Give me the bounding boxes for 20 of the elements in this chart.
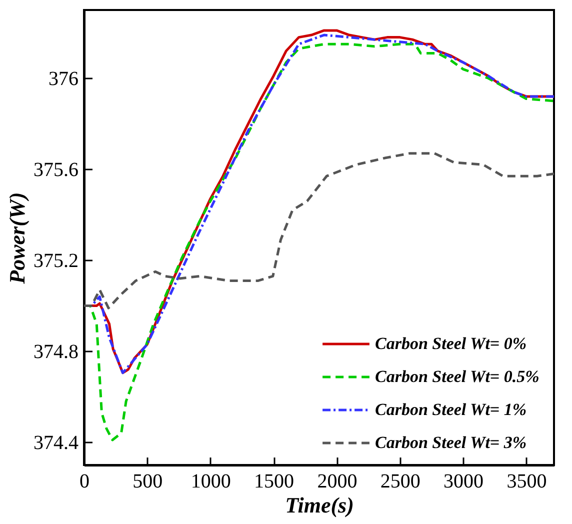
- x-tick-label: 2000: [317, 470, 358, 492]
- x-tick-label: 3500: [506, 470, 547, 492]
- x-axis-title: Time(s): [285, 492, 354, 518]
- y-axis-title: Power(W): [4, 192, 30, 285]
- legend-label: Carbon Steel Wt= 3%: [375, 433, 527, 452]
- x-tick-label: 1500: [254, 470, 294, 492]
- y-tick-label: 374.8: [34, 340, 78, 363]
- legend-label: Carbon Steel Wt= 0%: [375, 334, 527, 353]
- x-tick-label: 3000: [444, 470, 484, 492]
- x-tick-label: 2500: [380, 470, 420, 492]
- x-tick-label: 500: [132, 470, 163, 492]
- y-tick-label: 374.4: [34, 432, 78, 454]
- legend-label: Carbon Steel Wt= 0.5%: [375, 367, 540, 386]
- y-tick-label: 375.6: [34, 158, 78, 181]
- x-tick-label: 1000: [190, 470, 231, 492]
- x-tick-label: 0: [80, 470, 90, 492]
- y-tick-label: 376: [48, 68, 78, 90]
- legend-label: Carbon Steel Wt= 1%: [375, 400, 527, 419]
- y-tick-label: 375.2: [34, 250, 78, 272]
- line-series: [82, 152, 556, 310]
